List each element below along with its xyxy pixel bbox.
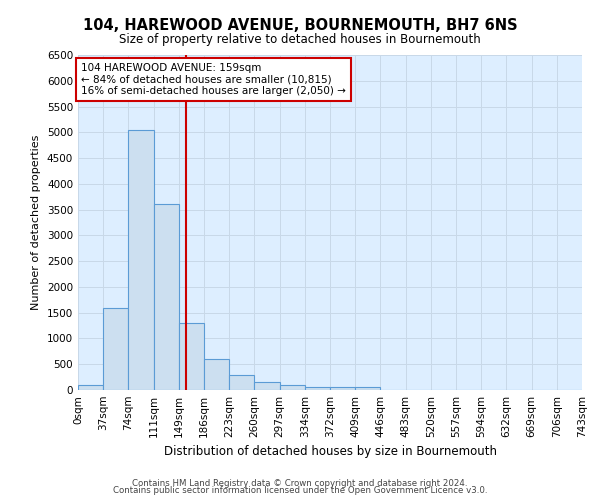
Bar bbox=[355, 388, 380, 390]
Text: Size of property relative to detached houses in Bournemouth: Size of property relative to detached ho… bbox=[119, 32, 481, 46]
Bar bbox=[254, 382, 280, 390]
Bar bbox=[280, 385, 305, 390]
Bar bbox=[330, 388, 355, 390]
Text: 104 HAREWOOD AVENUE: 159sqm
← 84% of detached houses are smaller (10,815)
16% of: 104 HAREWOOD AVENUE: 159sqm ← 84% of det… bbox=[82, 62, 346, 96]
Bar bbox=[179, 323, 204, 390]
Y-axis label: Number of detached properties: Number of detached properties bbox=[31, 135, 41, 310]
Bar bbox=[305, 388, 330, 390]
Text: 104, HAREWOOD AVENUE, BOURNEMOUTH, BH7 6NS: 104, HAREWOOD AVENUE, BOURNEMOUTH, BH7 6… bbox=[83, 18, 517, 32]
Bar bbox=[229, 374, 254, 390]
Text: Contains public sector information licensed under the Open Government Licence v3: Contains public sector information licen… bbox=[113, 486, 487, 495]
Text: Contains HM Land Registry data © Crown copyright and database right 2024.: Contains HM Land Registry data © Crown c… bbox=[132, 478, 468, 488]
Bar bbox=[103, 308, 128, 390]
Bar bbox=[204, 359, 229, 390]
X-axis label: Distribution of detached houses by size in Bournemouth: Distribution of detached houses by size … bbox=[163, 446, 497, 458]
Bar bbox=[78, 385, 103, 390]
Bar bbox=[154, 204, 179, 390]
Bar bbox=[128, 130, 154, 390]
